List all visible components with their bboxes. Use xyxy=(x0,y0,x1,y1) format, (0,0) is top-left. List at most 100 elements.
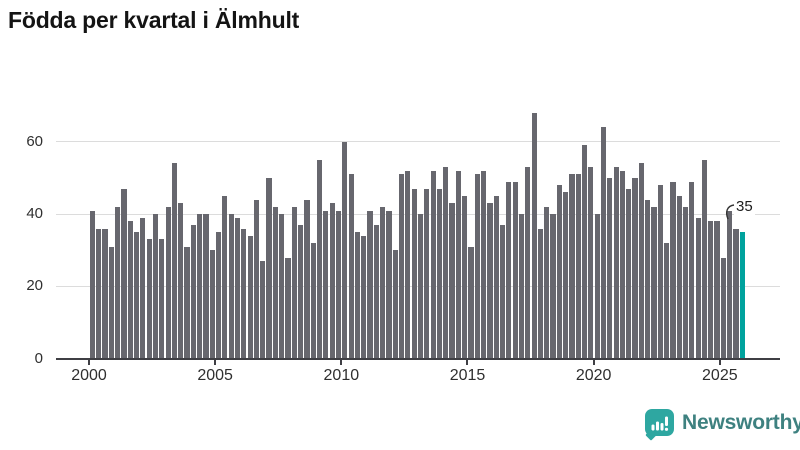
bar xyxy=(241,228,247,359)
x-axis-tick-label: 2010 xyxy=(323,367,360,384)
bar xyxy=(525,167,531,359)
bar xyxy=(689,181,695,359)
bar xyxy=(531,112,537,359)
gridline-y-60 xyxy=(56,141,780,143)
bar xyxy=(165,206,171,359)
bar xyxy=(222,196,228,359)
bar xyxy=(506,181,512,359)
bar xyxy=(380,206,386,359)
bar xyxy=(108,246,114,359)
bar xyxy=(184,246,190,359)
bar xyxy=(398,174,405,359)
bar xyxy=(550,214,556,359)
bar xyxy=(348,174,354,359)
bar xyxy=(209,250,215,359)
brand-name: Newsworthy xyxy=(682,411,800,434)
bar xyxy=(354,232,360,359)
bar xyxy=(512,181,518,359)
bar xyxy=(310,243,316,359)
bar xyxy=(102,228,108,359)
bar xyxy=(140,217,146,359)
bar xyxy=(405,170,411,359)
bar xyxy=(304,199,310,359)
bar xyxy=(146,239,152,359)
bar xyxy=(367,210,373,359)
x-axis-tick xyxy=(340,359,343,365)
bar xyxy=(468,246,474,359)
bar xyxy=(575,174,581,359)
bar xyxy=(121,188,127,359)
bar xyxy=(373,224,379,359)
bar xyxy=(436,188,443,359)
bar xyxy=(260,261,266,359)
bar-chart-speech-bubble-icon xyxy=(645,409,674,436)
highlight-bar xyxy=(739,232,745,359)
bar xyxy=(115,206,121,359)
bar xyxy=(449,203,455,359)
x-axis-tick-label: 2000 xyxy=(71,367,107,384)
bar xyxy=(626,188,632,359)
bar xyxy=(342,141,348,359)
x-axis-tick-label: 2005 xyxy=(197,367,233,384)
y-axis-tick-label: 40 xyxy=(26,205,43,223)
bar xyxy=(253,199,260,359)
bar xyxy=(733,228,739,359)
bar xyxy=(197,214,203,359)
bar xyxy=(159,239,165,359)
bar xyxy=(657,185,663,359)
bar xyxy=(588,167,594,359)
last-value-annotation: 35 xyxy=(734,198,755,215)
bar xyxy=(569,174,575,359)
bar xyxy=(670,181,676,359)
bar xyxy=(178,203,184,359)
bar xyxy=(563,192,569,359)
bar xyxy=(594,214,600,359)
bar xyxy=(613,167,619,359)
bar xyxy=(291,206,297,359)
bar xyxy=(247,235,253,359)
bar xyxy=(133,232,140,359)
bar xyxy=(518,214,525,359)
bar xyxy=(335,210,342,359)
x-axis-tick xyxy=(718,359,721,365)
bar xyxy=(727,210,733,359)
bar xyxy=(720,257,726,359)
x-axis-tick xyxy=(214,359,217,365)
bar xyxy=(600,127,607,359)
bar xyxy=(392,250,398,359)
bar xyxy=(493,196,499,359)
bar xyxy=(487,203,493,359)
bar xyxy=(695,217,701,359)
bar xyxy=(443,167,449,359)
bar xyxy=(651,206,657,359)
bar xyxy=(664,243,670,359)
bar xyxy=(228,214,234,359)
bar xyxy=(171,163,178,359)
bar xyxy=(361,235,367,359)
bar xyxy=(537,228,543,359)
bar xyxy=(638,163,644,359)
bar xyxy=(417,214,424,359)
bar xyxy=(619,170,626,359)
bar xyxy=(424,188,430,359)
y-axis-tick-label: 60 xyxy=(26,132,43,150)
bar xyxy=(556,185,562,359)
y-axis-tick-label: 0 xyxy=(34,349,43,367)
bar xyxy=(455,170,461,359)
bar xyxy=(581,145,588,359)
bar xyxy=(481,170,487,359)
bar xyxy=(499,224,506,359)
bar xyxy=(714,221,720,359)
bar xyxy=(272,206,278,359)
bar xyxy=(203,214,209,359)
bar xyxy=(708,221,714,359)
bar xyxy=(266,177,272,359)
bar xyxy=(430,170,436,359)
bar xyxy=(411,188,417,359)
bar xyxy=(279,214,285,359)
bar xyxy=(323,210,329,359)
x-axis-tick-label: 2025 xyxy=(702,367,738,384)
bar xyxy=(682,206,689,359)
bar xyxy=(152,214,159,359)
